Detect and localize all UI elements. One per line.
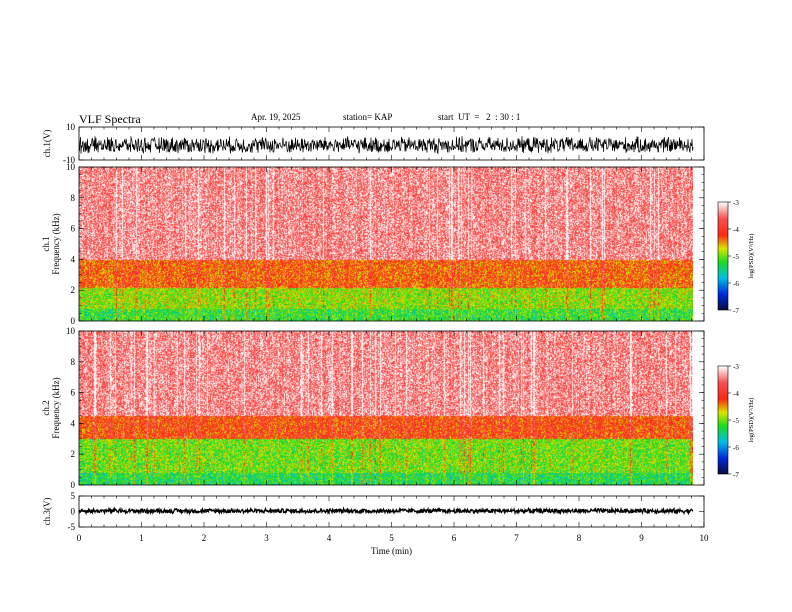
figure-title: VLF Spectra [79,112,141,126]
y-axis-label-2-b: Frequency (kHz) [51,377,61,438]
colorbar-tick-label-1-2: -5 [733,253,739,261]
start-time-label: start UT = 2 : 30 : 1 [438,112,521,122]
y-tick-label-0-1: -10 [63,155,75,165]
x-tick-label-7: 7 [514,533,519,543]
station-label: station= KAP [343,112,393,122]
colorbar-tick-label-1-3: -6 [733,280,739,288]
colorbar-tick-label-2-1: -4 [733,390,739,398]
colorbar-tick-label-2-2: -5 [733,417,739,425]
x-tick-label-2: 2 [202,533,207,543]
date-label: Apr. 19, 2025 [251,112,301,122]
colorbar-tick-label-1-0: -3 [733,199,739,207]
x-tick-label-1: 1 [139,533,144,543]
spectrogram-image-1 [79,167,693,321]
y-tick-label-1-5: 10 [66,162,76,172]
x-tick-label-8: 8 [577,533,582,543]
colorbar-tick-label-1-1: -4 [733,226,739,234]
colorbar-tick-label-2-3: -6 [733,444,739,452]
y-tick-label-1-0: 0 [71,316,76,326]
y-tick-label-0-0: 10 [66,122,76,132]
colorbar-tick-label-2-0: -3 [733,363,739,371]
x-tick-label-10: 10 [700,533,710,543]
y-tick-label-2-1: 2 [71,449,76,459]
x-tick-label-9: 9 [639,533,644,543]
y-tick-label-2-3: 6 [71,388,76,398]
y-tick-label-3-0: 5 [71,491,76,501]
waveform-trace-3 [78,506,694,516]
x-tick-label-6: 6 [452,533,457,543]
colorbar-tick-label-1-4: -7 [733,307,739,315]
colorbar-1 [718,202,728,310]
y-tick-label-3-2: -5 [68,522,76,532]
colorbar-label-1: log(PSD)(V²/Hz) [748,234,755,279]
y-tick-label-2-5: 10 [66,326,76,336]
y-tick-label-1-1: 2 [71,285,76,295]
y-tick-label-3-1: 0 [71,507,76,517]
y-tick-label-1-2: 4 [71,254,76,264]
colorbar-label-2: log(PSD)(V²/Hz) [748,398,755,443]
colorbar-canvas-2 [718,366,728,474]
y-axis-label-1-b: Frequency (kHz) [51,213,61,274]
spectrogram-canvas-1 [79,167,693,321]
colorbar-tick-label-2-4: -7 [733,471,739,479]
x-tick-label-4: 4 [327,533,332,543]
x-tick-label-5: 5 [389,533,394,543]
y-tick-label-2-2: 4 [71,418,76,428]
spectrogram-image-2 [79,331,693,485]
y-axis-label-0: ch.1(V) [42,130,52,158]
y-axis-label-1-a: ch.1 [41,236,51,251]
x-tick-label-0: 0 [77,533,82,543]
colorbar-2 [718,366,728,474]
y-axis-label-2-a: ch.2 [41,400,51,415]
y-tick-label-2-0: 0 [71,480,76,490]
spectrogram-canvas-2 [79,331,693,485]
y-axis-label-3: ch.3(V) [42,498,52,526]
waveform-trace-1 [78,136,694,154]
y-tick-label-2-4: 8 [71,357,76,367]
colorbar-canvas-1 [718,202,728,310]
x-tick-label-3: 3 [264,533,269,543]
y-tick-label-1-4: 8 [71,193,76,203]
x-axis-label: Time (min) [371,546,412,556]
y-tick-label-1-3: 6 [71,224,76,234]
